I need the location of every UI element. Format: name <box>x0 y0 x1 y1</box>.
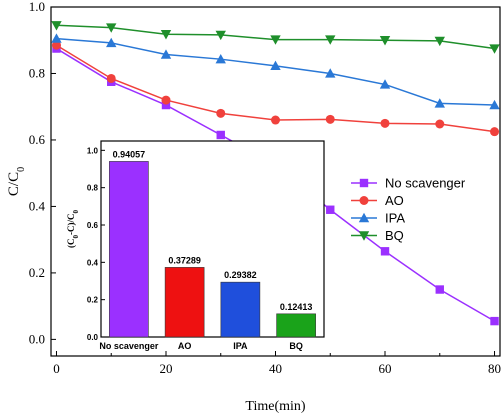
inset-y-axis-label: (C0-C)/C0 <box>66 210 80 249</box>
y-tick-label: 0.4 <box>29 198 46 213</box>
inset-y-tick-label: 0.2 <box>87 296 99 305</box>
data-point <box>270 35 281 45</box>
data-point <box>216 108 226 118</box>
x-tick-label: 60 <box>379 361 392 376</box>
inset-y-tick-label: 0.4 <box>87 258 99 267</box>
data-point <box>434 36 445 47</box>
data-point <box>326 205 335 214</box>
data-point <box>379 79 391 89</box>
series-line-2 <box>56 37 495 106</box>
y-tick-label: 0.8 <box>29 65 45 80</box>
data-point <box>325 114 335 124</box>
inset-value-label: 0.37289 <box>168 255 201 265</box>
legend-marker-2 <box>358 212 370 223</box>
data-point <box>161 100 171 110</box>
y-tick-label: 0.2 <box>29 265 45 280</box>
data-point <box>215 30 226 41</box>
inset-bar <box>109 161 149 338</box>
data-point <box>380 247 390 256</box>
inset-y-tick-label: 0.8 <box>87 184 99 193</box>
data-point <box>325 35 336 45</box>
y-axis-label-subscript: 0 <box>16 167 27 172</box>
x-tick-label: 20 <box>159 361 172 376</box>
data-point <box>490 316 499 326</box>
data-point <box>51 33 62 43</box>
inset-category-label: AO <box>178 341 192 351</box>
data-point <box>270 60 281 71</box>
inset-value-label: 0.29382 <box>224 270 257 280</box>
legend-label-2: IPA <box>385 211 405 226</box>
inset-category-label: BQ <box>289 341 303 351</box>
inset-y-axis-label-subscript: 0 <box>72 235 80 239</box>
data-point <box>160 49 172 59</box>
legend-label-0: No scavenger <box>385 176 466 191</box>
data-point <box>106 23 117 33</box>
data-point <box>161 95 171 105</box>
legend-marker-0 <box>359 178 369 188</box>
y-tick-label: 0.6 <box>29 132 46 147</box>
data-point <box>216 130 225 140</box>
x-axis-label: Time(min) <box>245 399 305 414</box>
data-point <box>160 30 172 40</box>
data-point <box>379 36 391 46</box>
inset-y-axis-label-text: -C)/C <box>66 214 76 236</box>
data-point <box>489 44 500 54</box>
data-point <box>106 37 117 48</box>
data-point <box>51 21 62 31</box>
data-point <box>435 285 444 294</box>
inset-bar <box>164 267 205 338</box>
inset-bar <box>276 313 316 338</box>
legend-marker-1 <box>359 196 369 205</box>
inset-y-axis-label-text: (C <box>66 239 76 249</box>
legend: No scavenger AO IPA BQ <box>351 176 466 243</box>
data-point <box>51 40 61 50</box>
inset-y-tick-label: 0.0 <box>87 333 99 342</box>
inset-category-label: No scavenger <box>99 341 159 351</box>
inset-y-tick-label: 1.0 <box>87 146 99 155</box>
data-point <box>325 68 336 78</box>
y-tick-label: 0.0 <box>29 331 45 346</box>
x-tick-label: 80 <box>488 361 501 376</box>
inset-y-axis-label-subscript: 0 <box>72 210 80 214</box>
y-axis-label: C/C0 <box>6 167 27 196</box>
legend-label-1: AO <box>385 193 404 208</box>
inset-value-label: 0.12413 <box>280 302 313 312</box>
data-point <box>215 53 226 64</box>
x-tick-label: 0 <box>53 361 60 376</box>
data-point <box>434 98 445 108</box>
data-point <box>271 115 280 125</box>
x-tick-label: 40 <box>269 361 282 376</box>
data-point <box>106 73 116 83</box>
y-tick-label: 1.0 <box>29 0 45 14</box>
legend-label-3: BQ <box>385 228 404 243</box>
inset-category-label: IPA <box>233 341 248 351</box>
y-axis-label-main: C/C <box>6 172 22 196</box>
legend-marker-3 <box>358 231 370 241</box>
data-point <box>490 127 500 137</box>
data-point <box>435 119 445 129</box>
data-point <box>380 118 390 128</box>
inset-bar <box>220 281 261 338</box>
inset-y-tick-label: 0.6 <box>87 221 99 230</box>
inset-value-label: 0.94057 <box>113 149 146 159</box>
data-point <box>489 99 500 110</box>
